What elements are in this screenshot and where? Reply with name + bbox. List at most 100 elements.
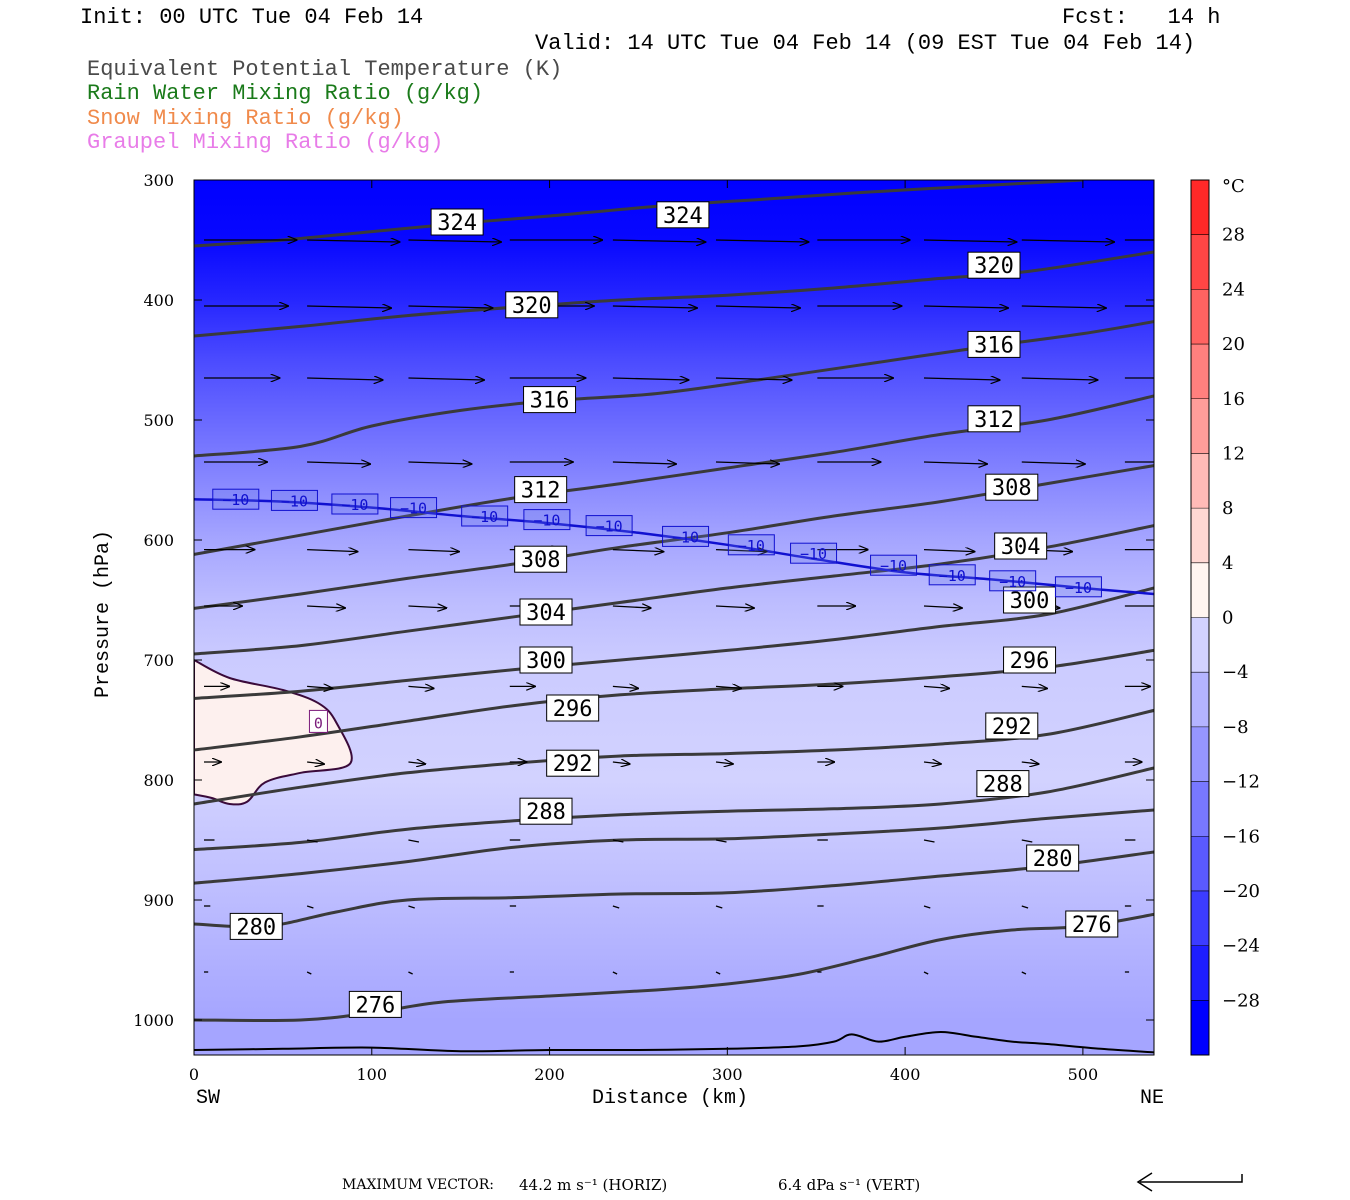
svg-text:−10: −10 bbox=[672, 528, 699, 546]
colorbar-bin bbox=[1191, 836, 1209, 892]
theta-e-label: 320 bbox=[967, 251, 1021, 279]
svg-text:320: 320 bbox=[512, 294, 552, 319]
y-tick-label: 1000 bbox=[133, 1011, 174, 1030]
colorbar-bin bbox=[1191, 890, 1209, 947]
isotherm-label: −10 bbox=[523, 509, 571, 531]
isotherm-label: −10 bbox=[928, 564, 976, 586]
colorbar-bin bbox=[1191, 781, 1209, 837]
svg-text:304: 304 bbox=[1001, 535, 1041, 560]
wind-vector bbox=[715, 762, 733, 764]
footer-vert-scale: 6.4 dPa s⁻¹ (VERT) bbox=[778, 1176, 921, 1194]
x-axis-right-end: NE bbox=[1140, 1087, 1165, 1110]
svg-text:312: 312 bbox=[974, 408, 1014, 433]
colorbar-bin bbox=[1191, 234, 1209, 290]
theta-e-label: 304 bbox=[994, 532, 1048, 560]
wind-vector bbox=[307, 606, 345, 608]
valid-time: Valid: 14 UTC Tue 04 Feb 14 (09 EST Tue … bbox=[535, 31, 1196, 56]
wind-vector bbox=[408, 462, 471, 464]
wind-vector bbox=[612, 762, 630, 764]
isotherm-label: −10 bbox=[331, 493, 379, 515]
svg-text:280: 280 bbox=[1033, 847, 1073, 872]
x-tick-label: 100 bbox=[357, 1065, 388, 1084]
wind-vector bbox=[408, 839, 420, 843]
theta-e-label: 308 bbox=[985, 473, 1039, 501]
theta-e-contour-304 bbox=[194, 524, 1154, 656]
wind-vector bbox=[612, 462, 676, 464]
svg-text:292: 292 bbox=[992, 715, 1032, 740]
theta-e-contour-280 bbox=[194, 808, 1154, 885]
y-tick-label: 400 bbox=[143, 291, 174, 310]
svg-text:300: 300 bbox=[526, 649, 566, 674]
wind-vector bbox=[408, 240, 500, 242]
colorbar-bin bbox=[1191, 508, 1209, 564]
wind-vector bbox=[715, 839, 727, 843]
colorbar-label: 20 bbox=[1222, 334, 1245, 355]
theta-e-contour-324 bbox=[194, 180, 1083, 248]
colorbar-bin bbox=[1191, 1000, 1209, 1056]
wind-vector bbox=[612, 378, 689, 380]
wind-vector bbox=[612, 686, 638, 688]
legend-snow: Snow Mixing Ratio (g/kg) bbox=[87, 106, 404, 131]
wind-vector bbox=[923, 971, 929, 975]
wind-vector bbox=[307, 762, 324, 764]
theta-e-label: 296 bbox=[1003, 646, 1057, 674]
wind-vector bbox=[715, 462, 779, 464]
wind-vector bbox=[1021, 971, 1027, 975]
theta-e-label: 304 bbox=[519, 598, 573, 626]
colorbar-unit: °C bbox=[1222, 176, 1245, 197]
wind-vector bbox=[307, 550, 357, 552]
colorbar-bin bbox=[1191, 344, 1209, 400]
theta-e-label: 276 bbox=[1065, 910, 1119, 938]
theta-e-contour-300 bbox=[194, 586, 1154, 700]
isotherm-label: −10 bbox=[790, 542, 838, 564]
reference-vector-arrow bbox=[1136, 1172, 1243, 1192]
wind-vector bbox=[612, 839, 624, 843]
wind-vector bbox=[715, 378, 792, 380]
temperature-field bbox=[194, 180, 1154, 1055]
x-tick-label: 300 bbox=[712, 1065, 743, 1084]
theta-e-contour-288 bbox=[194, 766, 1154, 852]
theta-e-label: 292 bbox=[985, 712, 1039, 740]
theta-e-label: 280 bbox=[1026, 844, 1080, 872]
wind-vector bbox=[307, 240, 399, 242]
wind-vector bbox=[307, 462, 370, 464]
theta-e-label: 296 bbox=[546, 694, 600, 722]
wind-vector bbox=[715, 606, 754, 608]
svg-text:−10: −10 bbox=[999, 573, 1026, 591]
svg-text:280: 280 bbox=[236, 915, 276, 940]
x-tick-label: 200 bbox=[534, 1065, 565, 1084]
svg-text:−10: −10 bbox=[400, 500, 427, 518]
svg-text:−10: −10 bbox=[1065, 579, 1092, 597]
wind-vector bbox=[1021, 762, 1039, 764]
colorbar-bin bbox=[1191, 180, 1209, 236]
svg-text:316: 316 bbox=[530, 389, 570, 414]
colorbar-label: 28 bbox=[1222, 225, 1245, 246]
colorbar-label: 24 bbox=[1222, 279, 1245, 300]
colorbar-label: −4 bbox=[1222, 662, 1249, 683]
wind-vector bbox=[1021, 905, 1029, 909]
isotherm-label: −10 bbox=[727, 534, 775, 556]
colorbar-bin bbox=[1191, 672, 1209, 728]
wind-vector bbox=[923, 306, 1008, 308]
colorbar-label: −28 bbox=[1222, 990, 1260, 1011]
init-time: Init: 00 UTC Tue 04 Feb 14 bbox=[80, 5, 424, 30]
legend-theta-e: Equivalent Potential Temperature (K) bbox=[87, 57, 563, 82]
colorbar-label: 12 bbox=[1222, 443, 1245, 464]
legend-graupel: Graupel Mixing Ratio (g/kg) bbox=[87, 130, 444, 155]
wind-vector bbox=[923, 606, 962, 608]
theta-e-label: 320 bbox=[505, 291, 559, 319]
wind-vector bbox=[408, 306, 492, 308]
colorbar-bin bbox=[1191, 726, 1209, 783]
svg-text:276: 276 bbox=[1072, 913, 1112, 938]
theta-e-label: 300 bbox=[519, 646, 573, 674]
colorbar-label: 8 bbox=[1222, 498, 1233, 519]
colorbar-bin bbox=[1191, 398, 1209, 454]
wind-vector bbox=[923, 686, 949, 688]
surface-line bbox=[194, 1030, 1154, 1054]
colorbar-label: −12 bbox=[1222, 772, 1260, 793]
x-axis-title: Distance (km) bbox=[592, 1087, 749, 1110]
colorbar-label: −20 bbox=[1222, 881, 1260, 902]
svg-text:0: 0 bbox=[314, 714, 323, 732]
theta-e-label: 312 bbox=[967, 405, 1021, 433]
